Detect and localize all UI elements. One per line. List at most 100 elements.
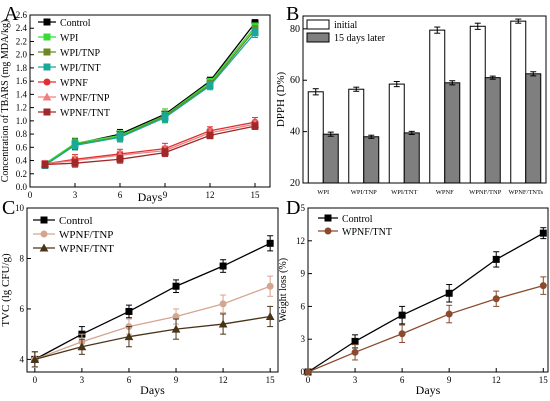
y-tick-label: 1.0 bbox=[16, 116, 28, 126]
bar bbox=[510, 20, 527, 184]
data-point bbox=[265, 311, 275, 320]
x-tick-label: 15 bbox=[266, 375, 276, 385]
legend-marker bbox=[324, 214, 332, 222]
data-point bbox=[71, 159, 79, 167]
y-tick-label: 1.4 bbox=[16, 89, 28, 99]
bar bbox=[363, 136, 380, 184]
x-tick-label: 9 bbox=[447, 375, 452, 385]
data-point bbox=[77, 342, 87, 351]
legend-label: WPNF/TNT bbox=[59, 243, 114, 255]
category-label: WPI bbox=[317, 189, 329, 196]
legend-marker bbox=[43, 63, 51, 71]
y-tick-label: 6 bbox=[20, 304, 25, 314]
y-tick-label: 60 bbox=[290, 75, 300, 86]
bar bbox=[469, 25, 486, 184]
legend-label: WPI bbox=[60, 33, 78, 44]
legend-label: initial bbox=[334, 20, 358, 31]
data-point bbox=[492, 295, 500, 303]
data-point bbox=[172, 282, 180, 290]
legend: Control WPNF/TNP WPNF/TNT bbox=[33, 215, 114, 255]
data-point bbox=[116, 133, 124, 141]
panel-b: B 20 40 60 80 DPPH (D%) WPI WPI/TNP WPI/TNT WPNF… bbox=[275, 3, 547, 196]
x-tick-label: 3 bbox=[353, 375, 358, 385]
legend-marker bbox=[42, 92, 52, 101]
x-tick-label: 0 bbox=[28, 190, 33, 200]
x-tick-label: 9 bbox=[174, 375, 179, 385]
y-axis-label: Weight loss (%) bbox=[278, 258, 289, 322]
series-wpnf-tnt bbox=[41, 122, 259, 169]
x-tick-label: 6 bbox=[400, 375, 405, 385]
x-tick-label: 0 bbox=[33, 375, 38, 385]
data-point bbox=[351, 348, 359, 356]
legend-marker bbox=[324, 227, 332, 235]
y-tick-label: 9 bbox=[301, 269, 306, 279]
panel-d-letter: D bbox=[286, 197, 300, 219]
bar bbox=[525, 73, 542, 184]
series-control bbox=[304, 227, 547, 376]
data-point bbox=[398, 330, 406, 338]
series-line bbox=[34, 285, 271, 360]
plot-frame bbox=[26, 207, 279, 373]
y-tick-label: 20 bbox=[290, 178, 300, 189]
panel-a-letter: A bbox=[4, 3, 19, 25]
x-axis-label: Days bbox=[416, 383, 441, 397]
y-tick-label: 12 bbox=[296, 236, 305, 246]
data-point bbox=[124, 332, 134, 341]
legend-label: WPNF/TNT bbox=[60, 108, 110, 119]
legend-label: WPI/TNT bbox=[60, 63, 101, 74]
y-tick-label: 80 bbox=[290, 24, 300, 35]
legend-label: Control bbox=[342, 214, 373, 225]
bar bbox=[403, 132, 420, 184]
y-tick-label: 2.2 bbox=[16, 36, 27, 46]
data-point bbox=[492, 255, 500, 263]
x-axis-label: Days bbox=[140, 383, 165, 397]
data-point bbox=[206, 82, 214, 90]
y-tick-label: 1.6 bbox=[16, 76, 28, 86]
series-line bbox=[44, 123, 256, 165]
data-point bbox=[171, 324, 181, 333]
data-point bbox=[206, 131, 214, 139]
y-axis-label: DPPH (D%) bbox=[275, 72, 287, 128]
y-tick-label: 0.4 bbox=[16, 156, 28, 166]
legend-marker bbox=[39, 243, 49, 252]
y-axis-label: Concentration of TBARS (mg MDA/kg) bbox=[0, 20, 11, 183]
legend-label: Control bbox=[59, 215, 93, 227]
y-tick-label: 0.8 bbox=[16, 129, 28, 139]
series-line bbox=[34, 242, 271, 360]
plot-frame bbox=[302, 15, 547, 184]
x-tick-label: 15 bbox=[251, 190, 261, 200]
series-wpi-tnt bbox=[41, 27, 259, 169]
panel-d: D 0 3 6 9 12 15 0 3 6 9 12 15 Days Weight loss (%) Con… bbox=[278, 197, 549, 397]
legend-label: WPNF/TNP bbox=[59, 229, 113, 241]
legend-swatch bbox=[306, 32, 330, 43]
bar bbox=[388, 83, 405, 184]
category-label: WPNF/TNTs bbox=[508, 189, 543, 196]
category-label: WPI/TNT bbox=[391, 189, 417, 196]
data-point bbox=[161, 114, 169, 122]
y-tick-label: 1.2 bbox=[16, 103, 27, 113]
y-tick-label: 0.2 bbox=[16, 169, 27, 179]
legend-swatch bbox=[306, 19, 330, 30]
y-tick-label: 2.4 bbox=[16, 23, 28, 33]
bar bbox=[429, 29, 446, 184]
data-point bbox=[219, 262, 227, 270]
y-tick-label: 6 bbox=[301, 301, 306, 311]
legend-label: WPNF/TNP bbox=[60, 93, 110, 104]
data-point bbox=[116, 155, 124, 163]
series-wpnf-tnt bbox=[30, 305, 275, 368]
y-tick-label: 8 bbox=[20, 253, 25, 263]
legend-marker bbox=[43, 78, 51, 86]
y-tick-label: 15 bbox=[296, 203, 306, 213]
y-tick-label: 4 bbox=[20, 354, 25, 364]
legend-marker bbox=[40, 216, 48, 224]
bar bbox=[484, 77, 501, 184]
data-point bbox=[251, 29, 259, 37]
data-point bbox=[251, 122, 259, 130]
y-axis-label: TVC (lg CFU/g) bbox=[0, 253, 12, 327]
series-line bbox=[44, 121, 256, 165]
series-line bbox=[44, 26, 256, 165]
series-line bbox=[34, 315, 271, 361]
y-tick-label: 0.0 bbox=[16, 182, 28, 192]
y-tick-label: 10 bbox=[15, 203, 25, 213]
